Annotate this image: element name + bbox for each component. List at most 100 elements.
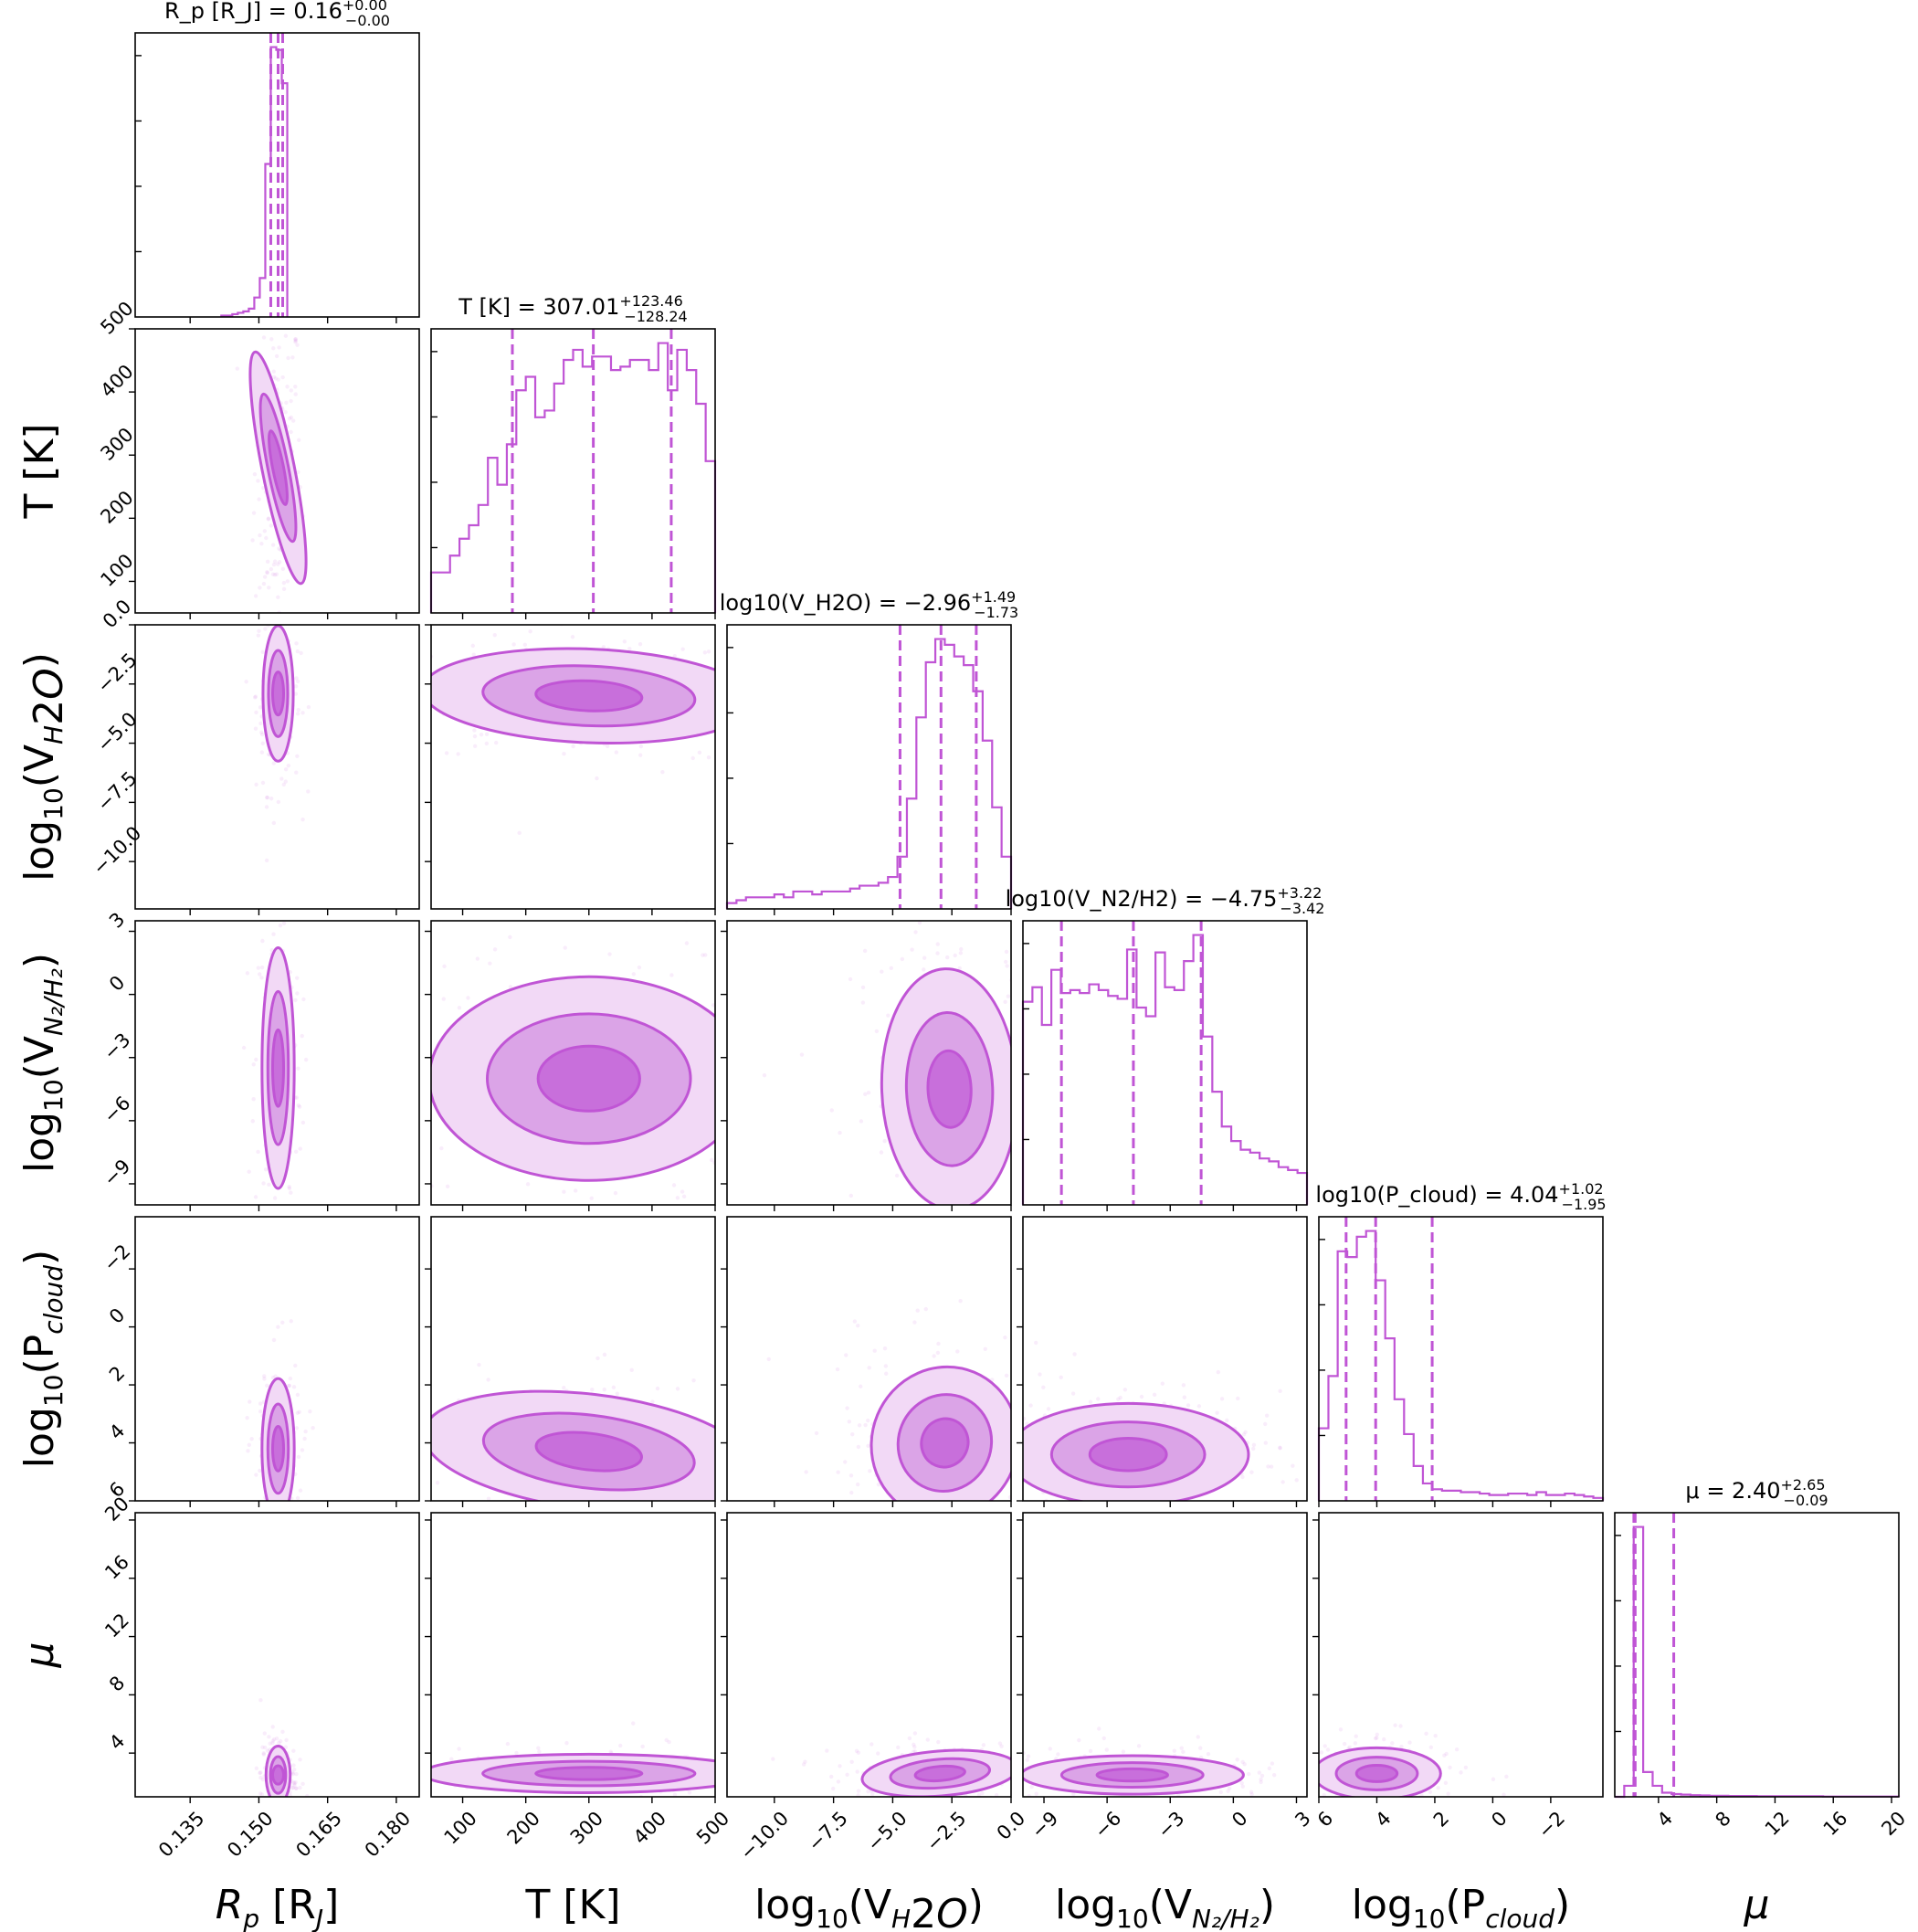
scatter-point: [1028, 1403, 1033, 1408]
scatter-point: [730, 681, 733, 684]
scatter-point: [722, 1159, 726, 1163]
scatter-point: [866, 1418, 870, 1423]
scatter-point: [1266, 1464, 1270, 1469]
scatter-point: [345, 1774, 349, 1778]
scatter-point: [525, 1182, 531, 1187]
scatter-point: [296, 1539, 300, 1543]
scatter-point: [359, 1428, 363, 1431]
scatter-point: [276, 1325, 280, 1329]
scatter-point: [1047, 1093, 1050, 1096]
scatter-point: [801, 1762, 806, 1767]
scatter-point: [279, 1801, 283, 1805]
scatter-point: [1004, 1221, 1007, 1225]
hist-panel-mu: μ = 2.40+2.65 −0.09: [1614, 1476, 1901, 1803]
scatter-point: [1271, 1772, 1277, 1778]
scatter-point: [728, 650, 732, 654]
scatter-point: [925, 1803, 929, 1807]
scatter-point: [279, 1820, 282, 1823]
scatter-point: [1014, 1419, 1017, 1422]
scatter-point: [505, 914, 509, 918]
x-tick-label: −2.5: [922, 1807, 970, 1855]
scatter-point: [294, 641, 299, 646]
scatter-point: [844, 1353, 848, 1357]
y-tick-label: 12: [100, 1610, 133, 1642]
scatter-point: [533, 1241, 537, 1245]
scatter-point: [831, 1786, 836, 1791]
scatter-point: [318, 727, 321, 731]
scatter-point: [773, 1766, 776, 1769]
scatter-point: [1023, 1806, 1027, 1810]
scatter-point: [528, 629, 532, 634]
scatter-point: [261, 1751, 266, 1756]
scatter-point: [1121, 1749, 1126, 1754]
scatter-point: [254, 710, 258, 715]
scatter-point: [999, 1744, 1004, 1748]
scatter-point: [283, 333, 289, 338]
scatter-point: [1017, 1768, 1021, 1771]
scatter-point: [296, 1103, 301, 1108]
scatter-point: [472, 728, 477, 733]
scatter-point: [1266, 1732, 1270, 1736]
scatter-point: [1003, 1534, 1006, 1537]
scatter-point: [754, 1172, 757, 1176]
scatter-point: [306, 704, 311, 710]
scatter-point: [287, 584, 290, 587]
scatter-point: [241, 1045, 247, 1050]
scatter-point: [1356, 1452, 1360, 1455]
x-axis-label-T: T [K]: [524, 1882, 620, 1928]
scatter-point: [836, 1154, 839, 1157]
scatter-point: [745, 1144, 749, 1147]
y-tick-label: −7.5: [93, 767, 142, 816]
scatter-point: [287, 416, 292, 421]
scatter-point: [1323, 1744, 1327, 1748]
scatter-point: [731, 1773, 734, 1777]
x-axis-label-log10_Pcloud: log10(Pcloud): [1352, 1882, 1570, 1932]
scatter-point: [1017, 1787, 1020, 1790]
scatter-point: [1006, 994, 1011, 998]
scatter-point: [1198, 1746, 1203, 1750]
scatter-point: [278, 1819, 281, 1822]
scatter-point: [366, 987, 370, 991]
scatter-point: [788, 1074, 792, 1078]
scatter-point: [262, 575, 268, 579]
scatter-point: [246, 1449, 250, 1453]
y-tick-label: −6: [100, 1092, 135, 1127]
scatter-point: [271, 761, 276, 765]
scatter-point: [294, 676, 299, 681]
panel-frame: [726, 1216, 1012, 1502]
scatter-point: [929, 1503, 933, 1506]
scatter-point: [1077, 1737, 1081, 1743]
scatter-point: [425, 1756, 428, 1759]
scatter-point: [294, 1426, 300, 1431]
scatter-point: [959, 946, 964, 952]
scatter-point: [760, 1782, 764, 1786]
scatter-point: [741, 1412, 744, 1416]
scatter-point: [264, 858, 269, 863]
scatter-point: [860, 1000, 866, 1005]
scatter-point: [276, 1517, 279, 1521]
scatter-point: [270, 572, 276, 576]
scatter-point: [729, 1484, 732, 1488]
scatter-point: [766, 1357, 771, 1362]
scatter-point: [1284, 1736, 1288, 1739]
scatter-point: [1419, 1808, 1423, 1811]
scatter-point: [997, 1741, 1003, 1746]
scatter-point: [1251, 1446, 1256, 1452]
scatter-point: [1353, 1741, 1358, 1746]
scatter-point: [269, 797, 274, 801]
contour-level-3: [534, 679, 644, 713]
x-tick-label: 0.180: [361, 1807, 415, 1861]
scatter-point: [812, 1463, 816, 1467]
scatter-point: [368, 1469, 372, 1473]
x-tick-label: 4: [1653, 1807, 1677, 1831]
scatter-point: [906, 1230, 910, 1234]
scatter-point: [879, 1150, 884, 1155]
x-tick-label: 3: [1291, 1807, 1314, 1831]
scatter-point: [543, 1513, 546, 1516]
scatter-point: [1398, 1724, 1403, 1728]
scatter-point: [267, 1525, 270, 1528]
scatter-point: [284, 1737, 289, 1743]
scatter-point: [275, 322, 279, 326]
scatter-point: [385, 1451, 389, 1454]
